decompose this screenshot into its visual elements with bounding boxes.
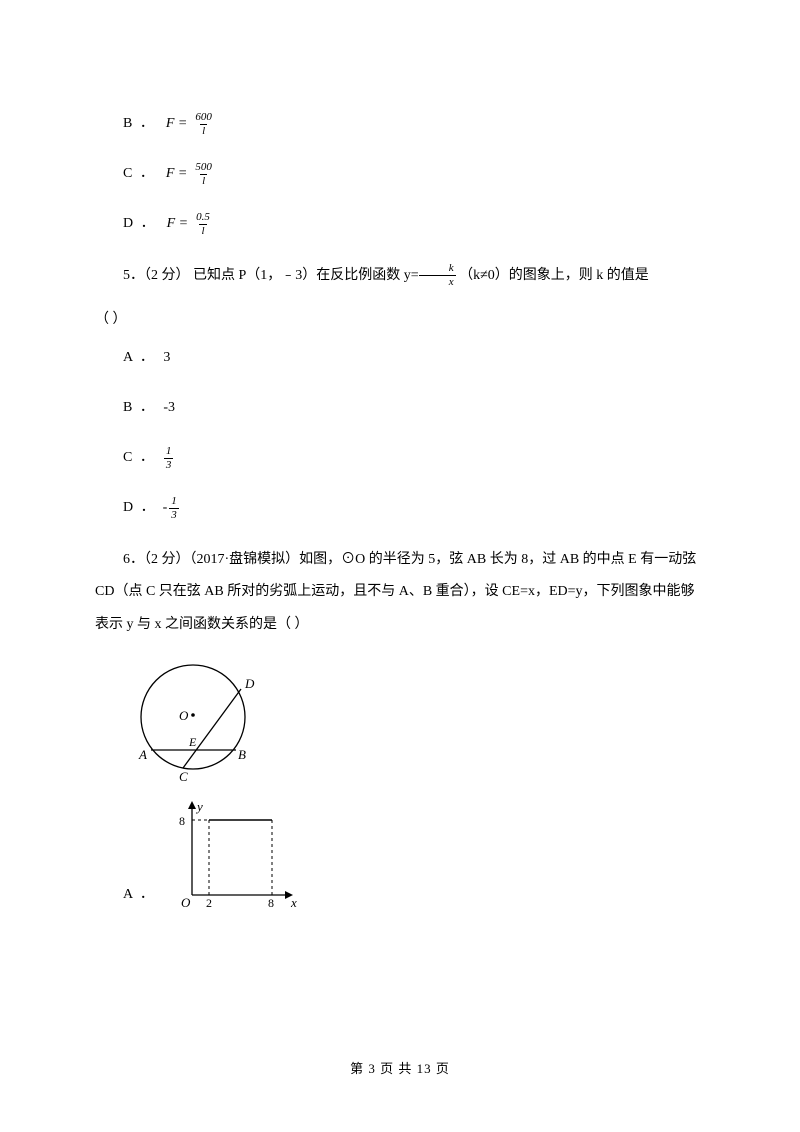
q4-option-b: B ． F = 600 l [123,110,705,138]
question-6: 6．（2 分）（2017·盘锦模拟）如图，⊙O 的半径为 5，弦 AB 长为 8… [95,544,705,915]
option-label: D ． [123,494,157,522]
q6-stem: 6．（2 分）（2017·盘锦模拟）如图，⊙O 的半径为 5，弦 AB 长为 8… [95,544,705,641]
q4-options: B ． F = 600 l C ． F = 500 l D ． F = 0.5 … [123,110,705,238]
svg-text:y: y [195,799,203,814]
formula-lhs: F = [166,110,188,138]
option-text: -3 [163,400,175,415]
q4-option-d: D ． F = 0.5 l [123,210,705,238]
formula-lhs: F = [166,160,188,188]
question-5: 5．（2 分） 已知点 P（1，﹣3）在反比例函数 y=kx （k≠0）的图象上… [95,260,705,522]
q5-options: A ． 3 B ． -3 C ． 1 3 D ． - 1 3 [123,344,705,522]
svg-text:C: C [179,769,188,784]
page-footer: 第 3 页 共 13 页 [0,1056,800,1082]
formula-fraction: 500 l [193,162,214,187]
svg-text:B: B [238,747,246,762]
option-label: A ． [123,350,156,365]
option-text: 3 [163,350,170,365]
svg-text:8: 8 [179,814,185,828]
q6-option-a: A ． y x 8 2 8 O [123,795,705,915]
option-label: A ． [123,881,156,909]
svg-text:E: E [188,735,197,749]
svg-text:O: O [181,895,191,910]
circle-svg: O A B C D E [123,655,278,785]
q5-option-a: A ． 3 [123,344,705,372]
q5-stem-tail: （ ） [95,306,705,334]
q5-option-b: B ． -3 [123,394,705,422]
q5-option-c: C ． 1 3 [123,444,705,472]
stem-fraction: kx [419,263,456,288]
svg-text:O: O [179,708,189,723]
formula-fraction: 600 l [193,112,214,137]
q5-option-d: D ． - 1 3 [123,494,705,522]
svg-text:8: 8 [268,896,274,910]
q4-option-c: C ． F = 500 l [123,160,705,188]
option-label: C ． [123,444,156,472]
stem-text-b: （k≠0）的图象上，则 k 的值是 [459,268,649,283]
svg-text:2: 2 [206,896,212,910]
option-label: B ． [123,110,156,138]
svg-text:x: x [290,895,297,910]
graph-svg: y x 8 2 8 O [164,795,304,915]
svg-text:D: D [244,676,255,691]
neg-sign: - [163,494,168,522]
option-fraction: 1 3 [164,446,174,471]
stem-text-a: 5．（2 分） 已知点 P（1，﹣3）在反比例函数 y= [123,268,419,283]
q5-stem: 5．（2 分） 已知点 P（1，﹣3）在反比例函数 y=kx （k≠0）的图象上… [95,260,705,292]
option-label: D ． [123,210,157,238]
svg-text:A: A [138,747,147,762]
formula-fraction: 0.5 l [194,212,212,237]
option-label: B ． [123,400,156,415]
q6-circle-diagram: O A B C D E [123,655,705,785]
formula-lhs: F = [167,210,189,238]
option-fraction: 1 3 [169,496,179,521]
option-label: C ． [123,160,156,188]
